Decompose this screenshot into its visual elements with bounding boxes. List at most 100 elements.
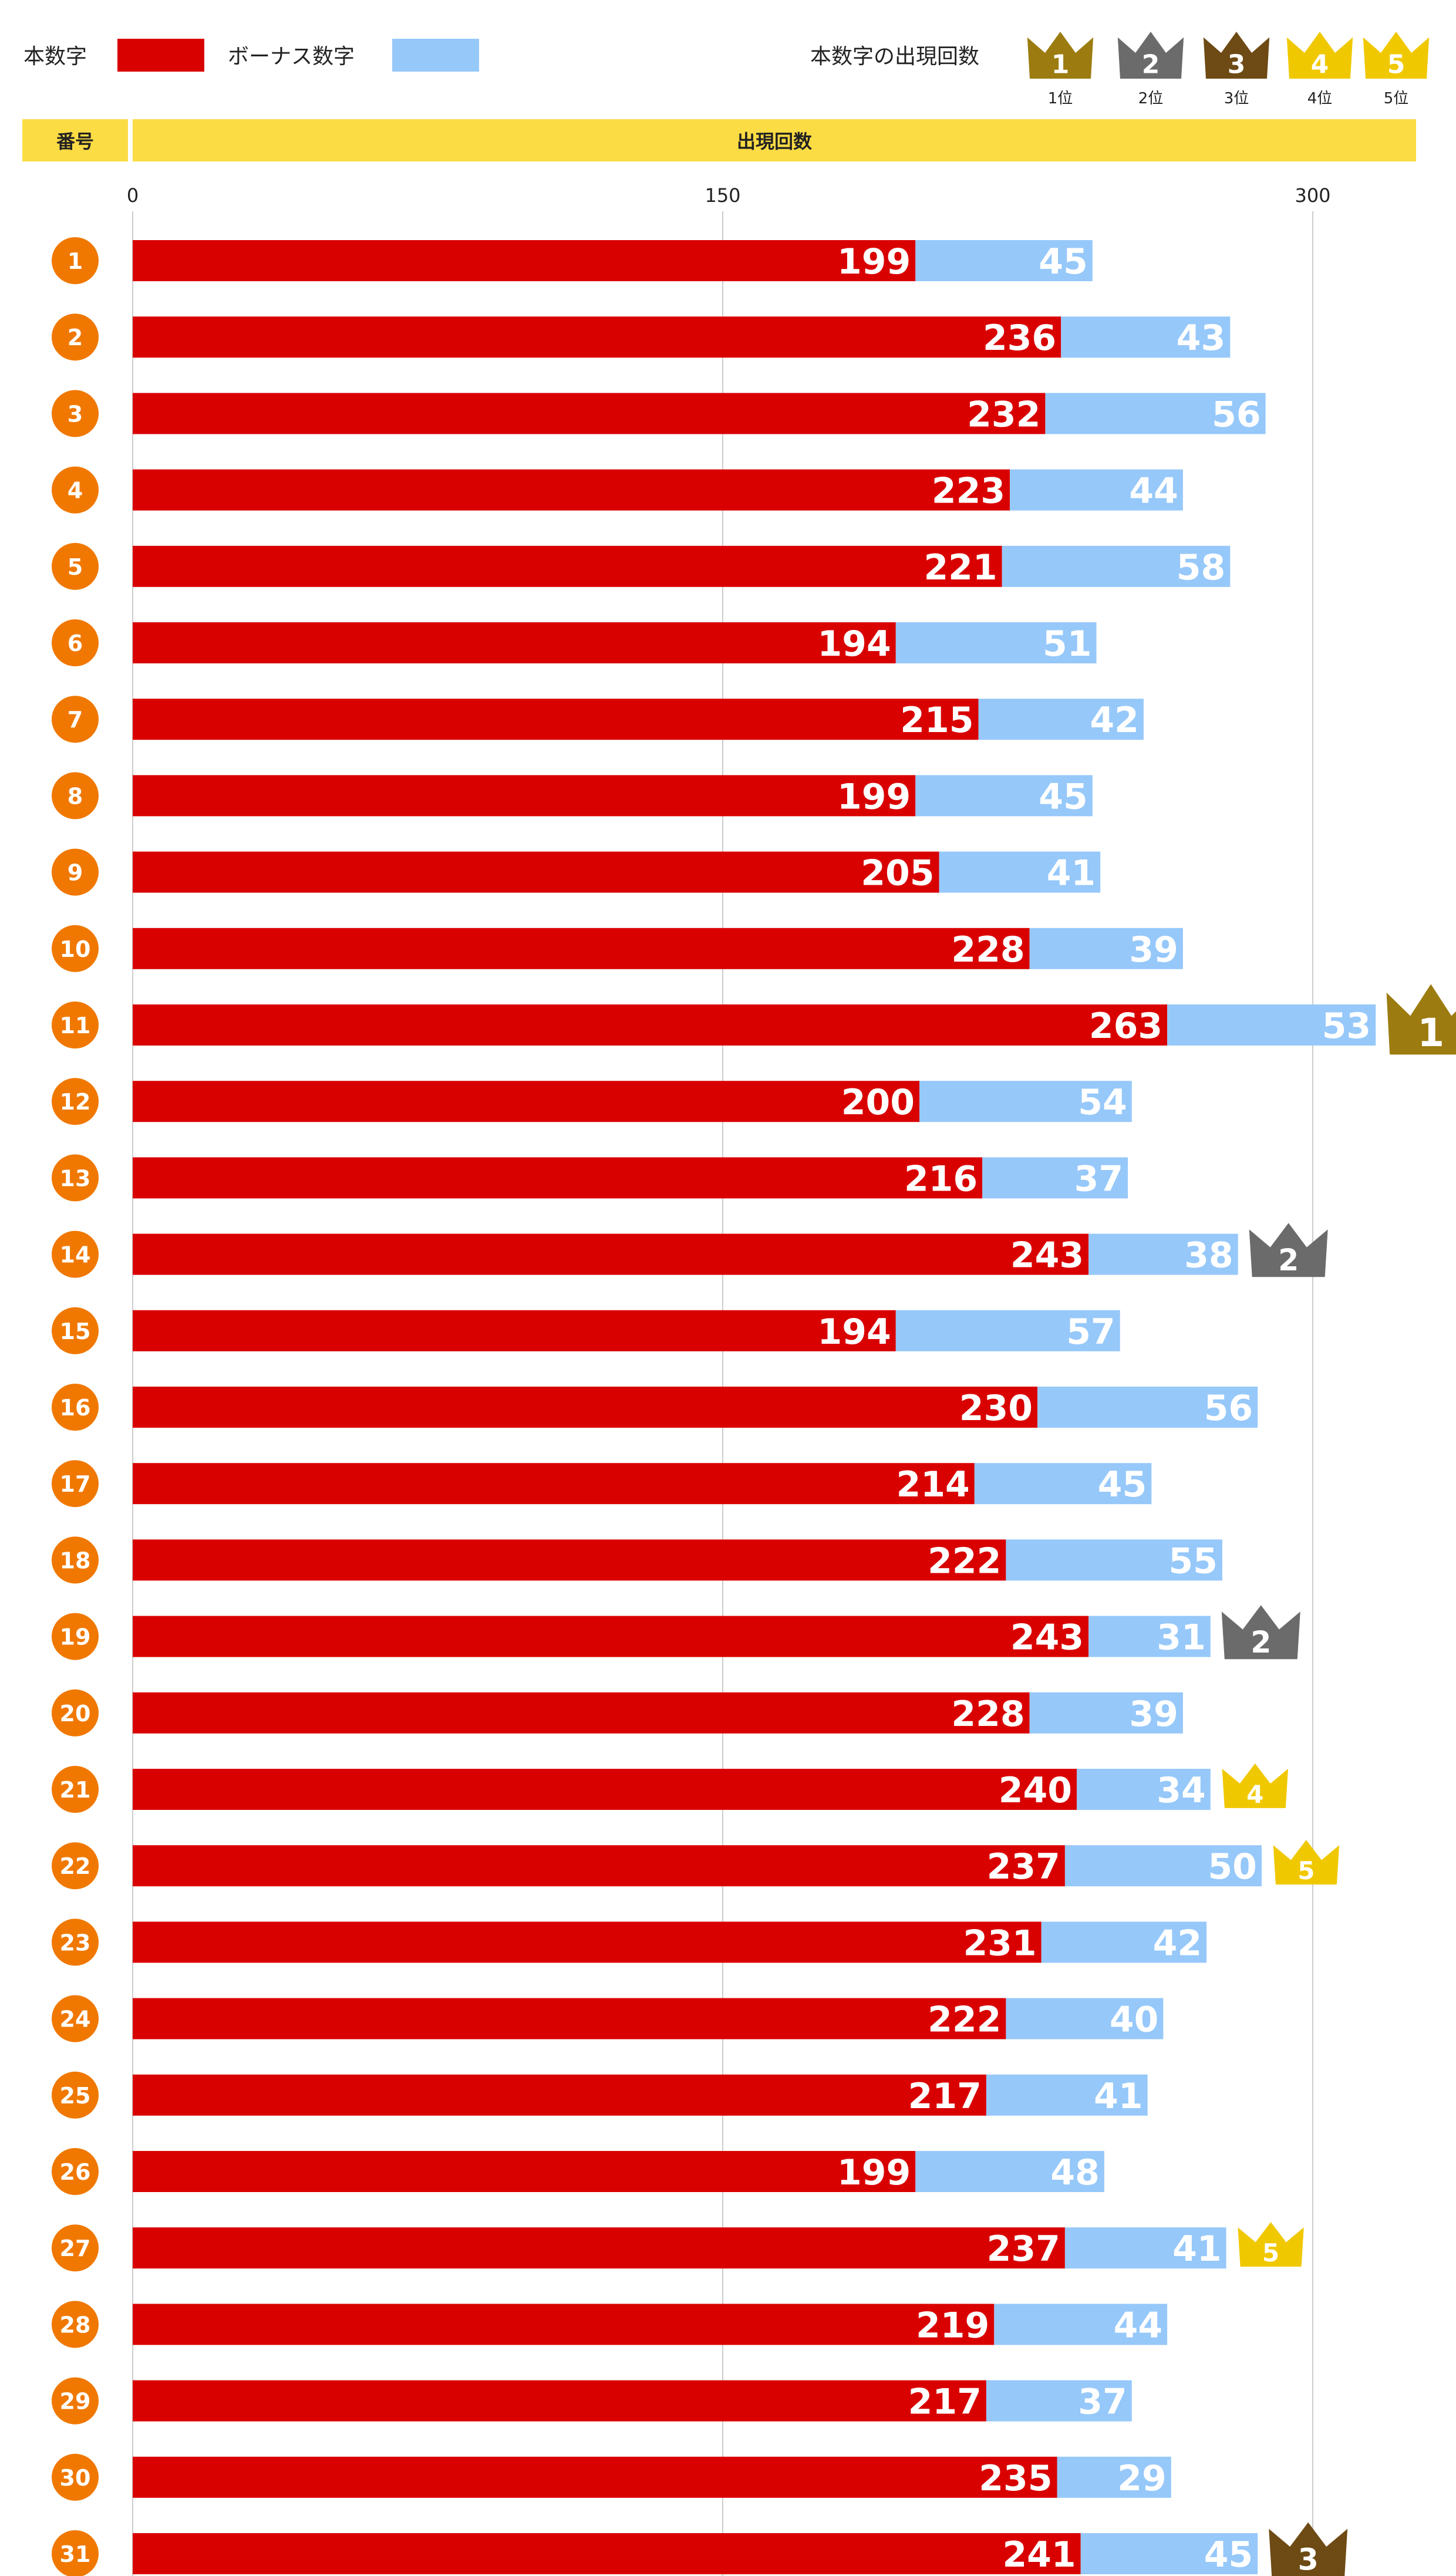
crown-shape (1238, 2222, 1304, 2267)
number-label: 5 (68, 554, 83, 580)
number-badge (52, 696, 99, 743)
bonus-bar (1061, 316, 1231, 358)
number-label: 28 (60, 2312, 91, 2338)
bonus-value-label: 48 (1050, 2152, 1100, 2193)
main-bar (133, 2151, 916, 2192)
number-badge (52, 1384, 99, 1431)
rank-4-crown: 4 (1222, 1763, 1288, 1809)
bar-row: 4 223 44 (52, 466, 1183, 514)
legend-main-label: 本数字 (23, 45, 87, 69)
bonus-value-label: 54 (1078, 1082, 1127, 1123)
number-badge (52, 1995, 99, 2042)
main-bar (133, 1387, 1037, 1428)
number-label: 14 (60, 1242, 91, 1268)
bonus-value-label: 45 (1039, 776, 1088, 817)
bonus-value-label: 51 (1043, 623, 1092, 665)
number-badge (52, 2301, 99, 2348)
number-label: 7 (68, 707, 83, 733)
main-value-label: 236 (983, 318, 1056, 359)
number-label: 29 (60, 2389, 91, 2415)
bonus-bar (1088, 1616, 1211, 1657)
main-bar (133, 1081, 919, 1122)
bonus-value-label: 58 (1177, 547, 1226, 588)
bar-row: 7 215 42 (52, 696, 1144, 743)
main-bar (133, 1463, 975, 1505)
rank-5-crown: 5 (1273, 1840, 1340, 1885)
number-badge (52, 2224, 99, 2272)
bonus-value-label: 39 (1129, 1694, 1178, 1735)
bar-row: 31 241 45 3 (52, 2522, 1348, 2576)
crown-shape (1273, 1840, 1340, 1885)
main-bar (133, 1004, 1168, 1046)
main-value-label: 200 (841, 1082, 915, 1123)
crown-rank-number: 2 (1142, 49, 1160, 79)
crown-rank-number: 3 (1298, 2543, 1319, 2576)
bonus-bar (939, 851, 1101, 893)
bar-row: 9 205 41 (52, 848, 1101, 896)
legend-rank-3-crown: 3 (1203, 32, 1270, 79)
legend-crowns: 1 1位 2 2位 3 3位 4 4位 5 5位 (1027, 32, 1430, 107)
main-bar (133, 1539, 1006, 1581)
bar-row: 30 235 29 (52, 2453, 1171, 2501)
number-label: 23 (60, 1930, 91, 1955)
bar-row: 19 243 31 2 (52, 1605, 1300, 1660)
number-badge (52, 1689, 99, 1737)
bonus-bar (1006, 1998, 1164, 2039)
main-bar (133, 928, 1030, 969)
bonus-value-label: 55 (1168, 1540, 1218, 1582)
number-label: 21 (60, 1777, 91, 1803)
main-value-label: 217 (908, 2076, 982, 2117)
main-bar (133, 1921, 1042, 1963)
main-value-label: 194 (818, 623, 891, 665)
crown-shape (1363, 32, 1430, 79)
main-bar (133, 851, 939, 893)
bar-row: 15 194 57 (52, 1307, 1120, 1354)
x-tick-label: 300 (1295, 184, 1330, 207)
legend-bonus-swatch (392, 39, 479, 72)
main-bar (133, 2456, 1057, 2498)
main-bar (133, 622, 896, 663)
main-bar (133, 1998, 1006, 2039)
rank-2-crown: 2 (1249, 1223, 1328, 1277)
header-count-cell (133, 119, 1416, 161)
number-label: 18 (60, 1547, 91, 1573)
main-value-label: 199 (837, 2152, 911, 2193)
number-badge (52, 237, 99, 284)
main-value-label: 230 (959, 1388, 1033, 1429)
number-label: 3 (68, 401, 83, 427)
number-badge (52, 2377, 99, 2425)
main-value-label: 215 (900, 700, 973, 741)
crown-rank-number: 5 (1387, 49, 1406, 79)
legend-rank-5-label: 5位 (1384, 90, 1409, 107)
bonus-bar (919, 1081, 1132, 1122)
bar-row: 8 199 45 (52, 772, 1093, 820)
crown-rank-number: 2 (1278, 1243, 1299, 1277)
bar-row: 25 217 41 (52, 2071, 1148, 2119)
bonus-bar (1077, 1769, 1211, 1810)
bonus-bar (1167, 1004, 1376, 1046)
crown-rank-number: 1 (1417, 1010, 1444, 1056)
bonus-value-label: 39 (1129, 929, 1178, 970)
main-value-label: 228 (951, 1694, 1024, 1735)
number-label: 26 (60, 2159, 91, 2185)
number-badge (52, 1002, 99, 1048)
main-bar (133, 545, 1002, 587)
number-label: 24 (60, 2007, 91, 2032)
legend-rank-3-label: 3位 (1224, 90, 1249, 107)
main-bar (133, 2380, 986, 2422)
bar-row: 24 222 40 (52, 1995, 1164, 2042)
bonus-bar (1057, 2456, 1171, 2498)
bonus-bar (1064, 1845, 1262, 1887)
main-bar (133, 1692, 1030, 1734)
number-label: 20 (60, 1701, 91, 1727)
bonus-bar (974, 1463, 1152, 1505)
main-value-label: 223 (932, 471, 1005, 512)
main-value-label: 228 (951, 929, 1024, 970)
crown-shape (1203, 32, 1270, 79)
bonus-bar (1041, 1921, 1207, 1963)
legend-bonus-label: ボーナス数字 (228, 45, 355, 69)
bonus-bar (1088, 1233, 1238, 1275)
bonus-value-label: 29 (1117, 2458, 1167, 2499)
main-value-label: 222 (928, 2000, 1001, 2041)
bonus-bar (1029, 928, 1183, 969)
